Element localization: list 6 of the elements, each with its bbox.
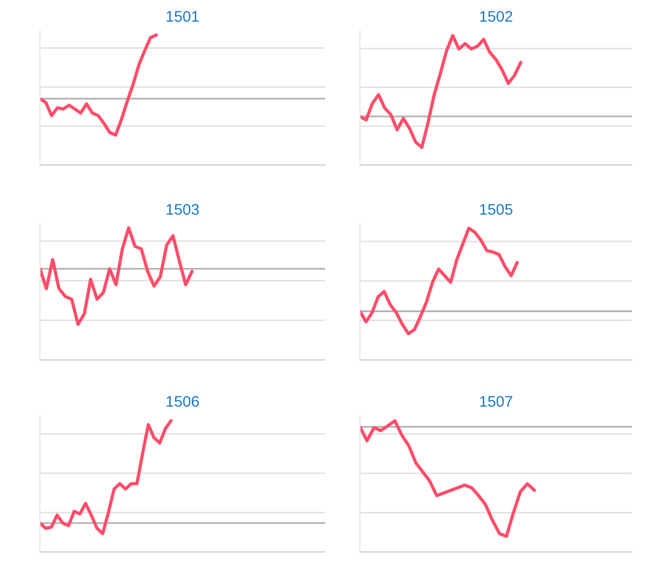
chart-title: 1501 bbox=[166, 11, 199, 22]
chart-title: 1507 bbox=[480, 396, 512, 407]
chart-title: 1502 bbox=[480, 11, 512, 22]
chart-title: 1503 bbox=[166, 204, 199, 215]
chart-title: 1506 bbox=[166, 396, 199, 407]
chart-title: 1505 bbox=[480, 204, 512, 215]
